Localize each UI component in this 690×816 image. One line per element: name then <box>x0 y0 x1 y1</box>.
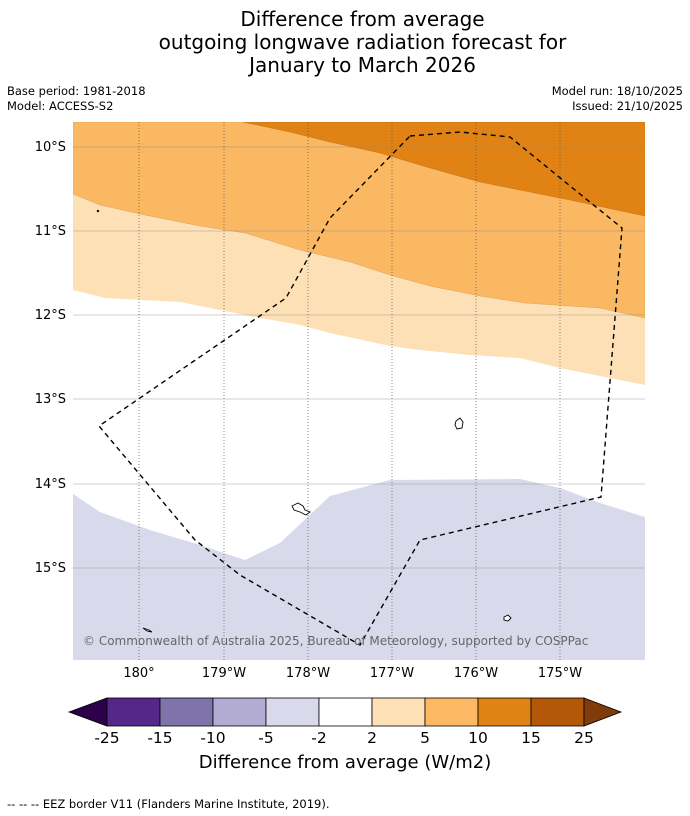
eez-footnote: -- -- -- EEZ border V11 (Flanders Marine… <box>7 797 330 811</box>
lat-tick-15S: 15°S <box>35 561 66 576</box>
issued-date: Issued: 21/10/2025 <box>572 99 683 113</box>
island-e <box>96 209 100 213</box>
lat-tick-11S: 11°S <box>35 224 66 239</box>
map-area: © Commonwealth of Australia 2025, Bureau… <box>73 122 645 660</box>
model-run: Model run: 18/10/2025 <box>551 84 683 98</box>
title-line-2: outgoing longwave radiation forecast for <box>158 30 567 54</box>
lat-tick-14S: 14°S <box>35 477 66 492</box>
colorbar-extend-high <box>583 697 623 727</box>
islands <box>96 209 512 633</box>
colorbar-segment-2 <box>159 697 214 727</box>
colorbar-tick-2: 2 <box>367 729 377 747</box>
colorbar-tick-labels: -25 -15 -10 -5 -2 2 5 10 15 25 <box>94 729 594 747</box>
copyright-text: © Commonwealth of Australia 2025, Bureau… <box>83 634 588 648</box>
lon-tick-178W: 178°W <box>286 666 330 681</box>
lon-tick-175W: 175°W <box>538 666 582 681</box>
anomaly-band-neg5-to-neg2 <box>73 479 645 660</box>
colorbar <box>67 697 623 727</box>
lon-tick-177W: 177°W <box>370 666 414 681</box>
meta-left: Base period: 1981-2018 Model: ACCESS-S2 <box>7 84 146 114</box>
colorbar-segment-5 <box>318 697 373 727</box>
colorbar-tick-neg5: -5 <box>258 729 273 747</box>
colorbar-extend-low <box>67 697 108 727</box>
colorbar-segment-4 <box>265 697 320 727</box>
lon-tick-180: 180° <box>123 666 154 681</box>
island-a <box>454 417 464 430</box>
meta-right: Model run: 18/10/2025 Issued: 21/10/2025 <box>552 84 683 114</box>
island-b <box>291 502 311 516</box>
colorbar-segment-7 <box>424 697 479 727</box>
base-period: Base period: 1981-2018 <box>7 84 146 98</box>
colorbar-segment-9 <box>530 697 585 727</box>
title-line-1: Difference from average <box>240 7 485 31</box>
lat-tick-13S: 13°S <box>35 392 66 407</box>
colorbar-segment-1 <box>106 697 161 727</box>
colorbar-segment-3 <box>212 697 267 727</box>
colorbar-tick-neg10: -10 <box>200 729 225 747</box>
colorbar-tick-neg25: -25 <box>94 729 119 747</box>
lon-tick-179W: 179°W <box>202 666 246 681</box>
lat-gridlines <box>73 146 645 569</box>
colorbar-title: Difference from average (W/m2) <box>198 752 492 773</box>
colorbar-tick-10: 10 <box>468 729 488 747</box>
lon-tick-labels: 180° 179°W 178°W 177°W 176°W 175°W <box>123 666 582 681</box>
island-d <box>142 627 153 633</box>
island-c <box>503 614 512 622</box>
colorbar-tick-15: 15 <box>521 729 541 747</box>
title-line-3: January to March 2026 <box>249 53 476 77</box>
lat-tick-12S: 12°S <box>35 308 66 323</box>
model-name: Model: ACCESS-S2 <box>7 99 114 113</box>
lat-tick-labels: 10°S 11°S 12°S 13°S 14°S 15°S <box>35 140 66 576</box>
anomaly-band-10-to-15 <box>242 122 645 217</box>
colorbar-tick-5: 5 <box>420 729 430 747</box>
lon-tick-176W: 176°W <box>454 666 498 681</box>
chart-title: Difference from average outgoing longwav… <box>0 8 690 77</box>
colorbar-segment-6 <box>371 697 426 727</box>
lat-tick-10S: 10°S <box>35 140 66 155</box>
colorbar-tick-25: 25 <box>574 729 594 747</box>
colorbar-tick-neg2: -2 <box>311 729 326 747</box>
colorbar-segment-8 <box>477 697 532 727</box>
colorbar-tick-neg15: -15 <box>147 729 172 747</box>
